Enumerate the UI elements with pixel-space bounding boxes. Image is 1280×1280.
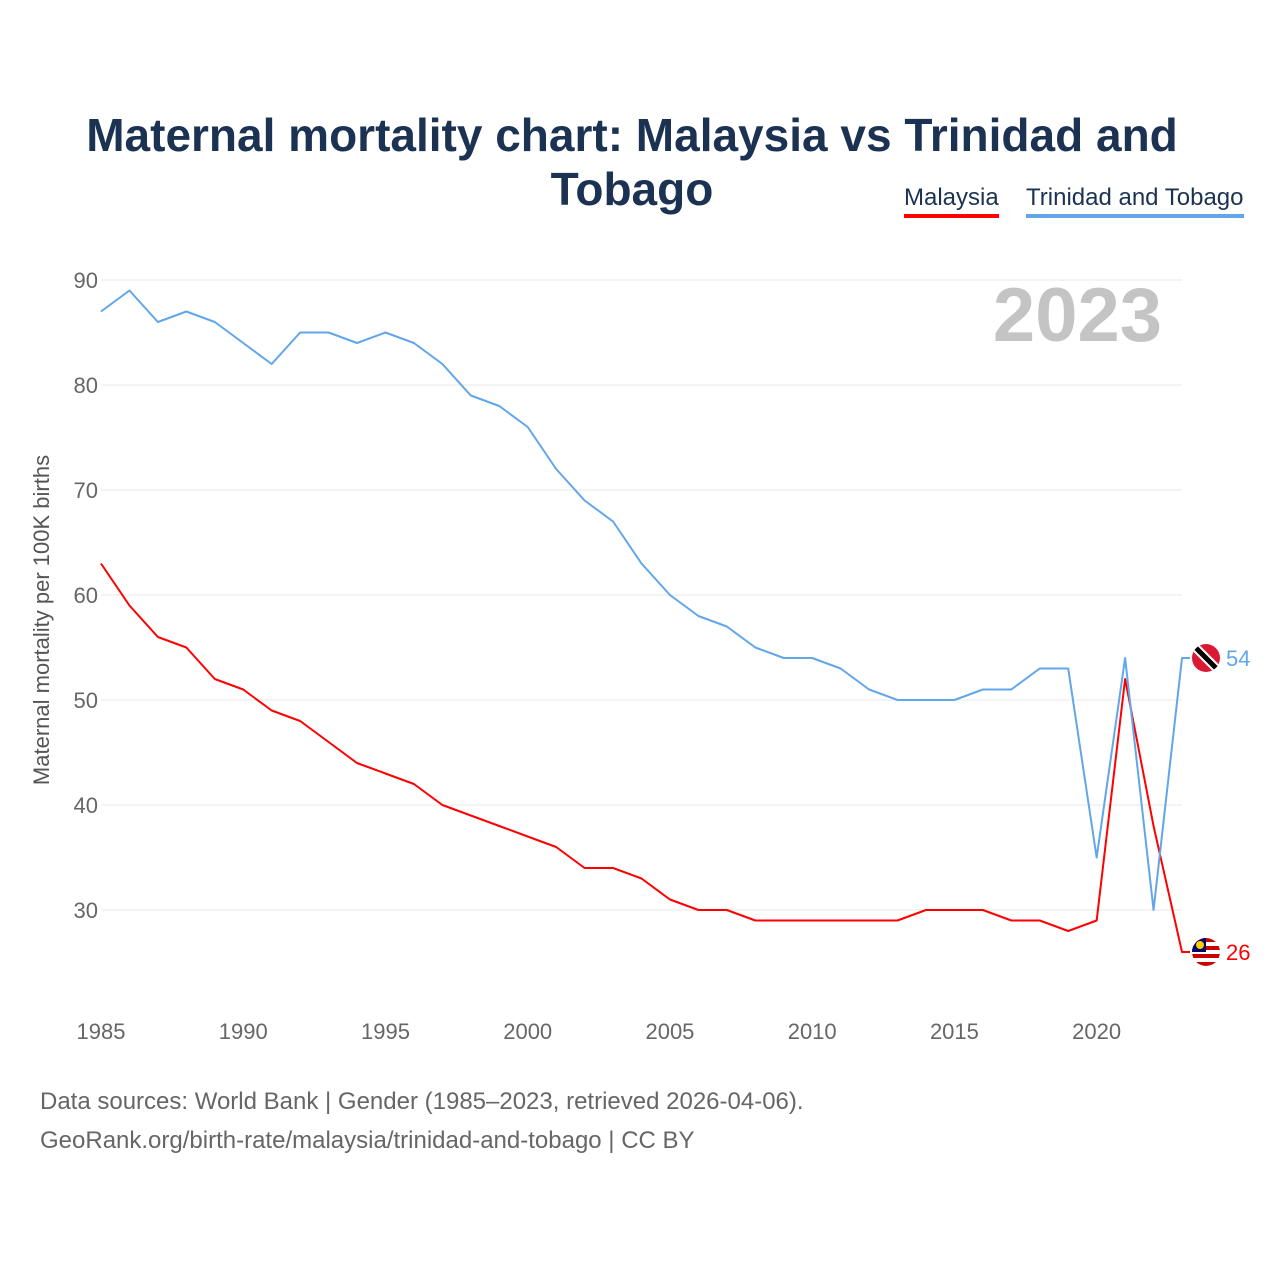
y-tick-label: 30 — [74, 898, 98, 923]
chart-title: Maternal mortality chart: Malaysia vs Tr… — [86, 109, 1178, 215]
trinidad-flag-icon — [1192, 644, 1220, 672]
y-tick-label: 60 — [74, 583, 98, 608]
x-tick-label: 2010 — [788, 1019, 837, 1044]
x-tick-label: 1985 — [77, 1019, 126, 1044]
series-line-malaysia — [100, 562, 1190, 953]
x-tick-label: 2000 — [503, 1019, 552, 1044]
attribution-line: GeoRank.org/birth-rate/malaysia/trinidad… — [40, 1127, 695, 1154]
x-tick-label: 2005 — [645, 1019, 694, 1044]
x-tick-label: 2020 — [1072, 1019, 1121, 1044]
legend-trinidad-and-tobago[interactable]: Trinidad and Tobago — [1026, 184, 1244, 218]
end-value-label: 26 — [1226, 940, 1250, 965]
legend-malaysia[interactable]: Malaysia — [904, 184, 999, 218]
y-tick-label: 70 — [74, 478, 98, 503]
source-line: Data sources: World Bank | Gender (1985–… — [40, 1088, 804, 1115]
x-tick-label: 1995 — [361, 1019, 410, 1044]
x-tick-label: 2015 — [930, 1019, 979, 1044]
malaysia-flag-icon — [1192, 938, 1220, 966]
y-tick-label: 40 — [74, 793, 98, 818]
y-tick-label: 50 — [74, 688, 98, 713]
end-value-label: 54 — [1226, 646, 1250, 671]
x-tick-label: 1990 — [219, 1019, 268, 1044]
series-line-trinidad-and-tobago — [100, 289, 1190, 911]
year-label: 2023 — [992, 273, 1162, 358]
y-tick-label: 90 — [74, 268, 98, 293]
y-tick-label: 80 — [74, 373, 98, 398]
